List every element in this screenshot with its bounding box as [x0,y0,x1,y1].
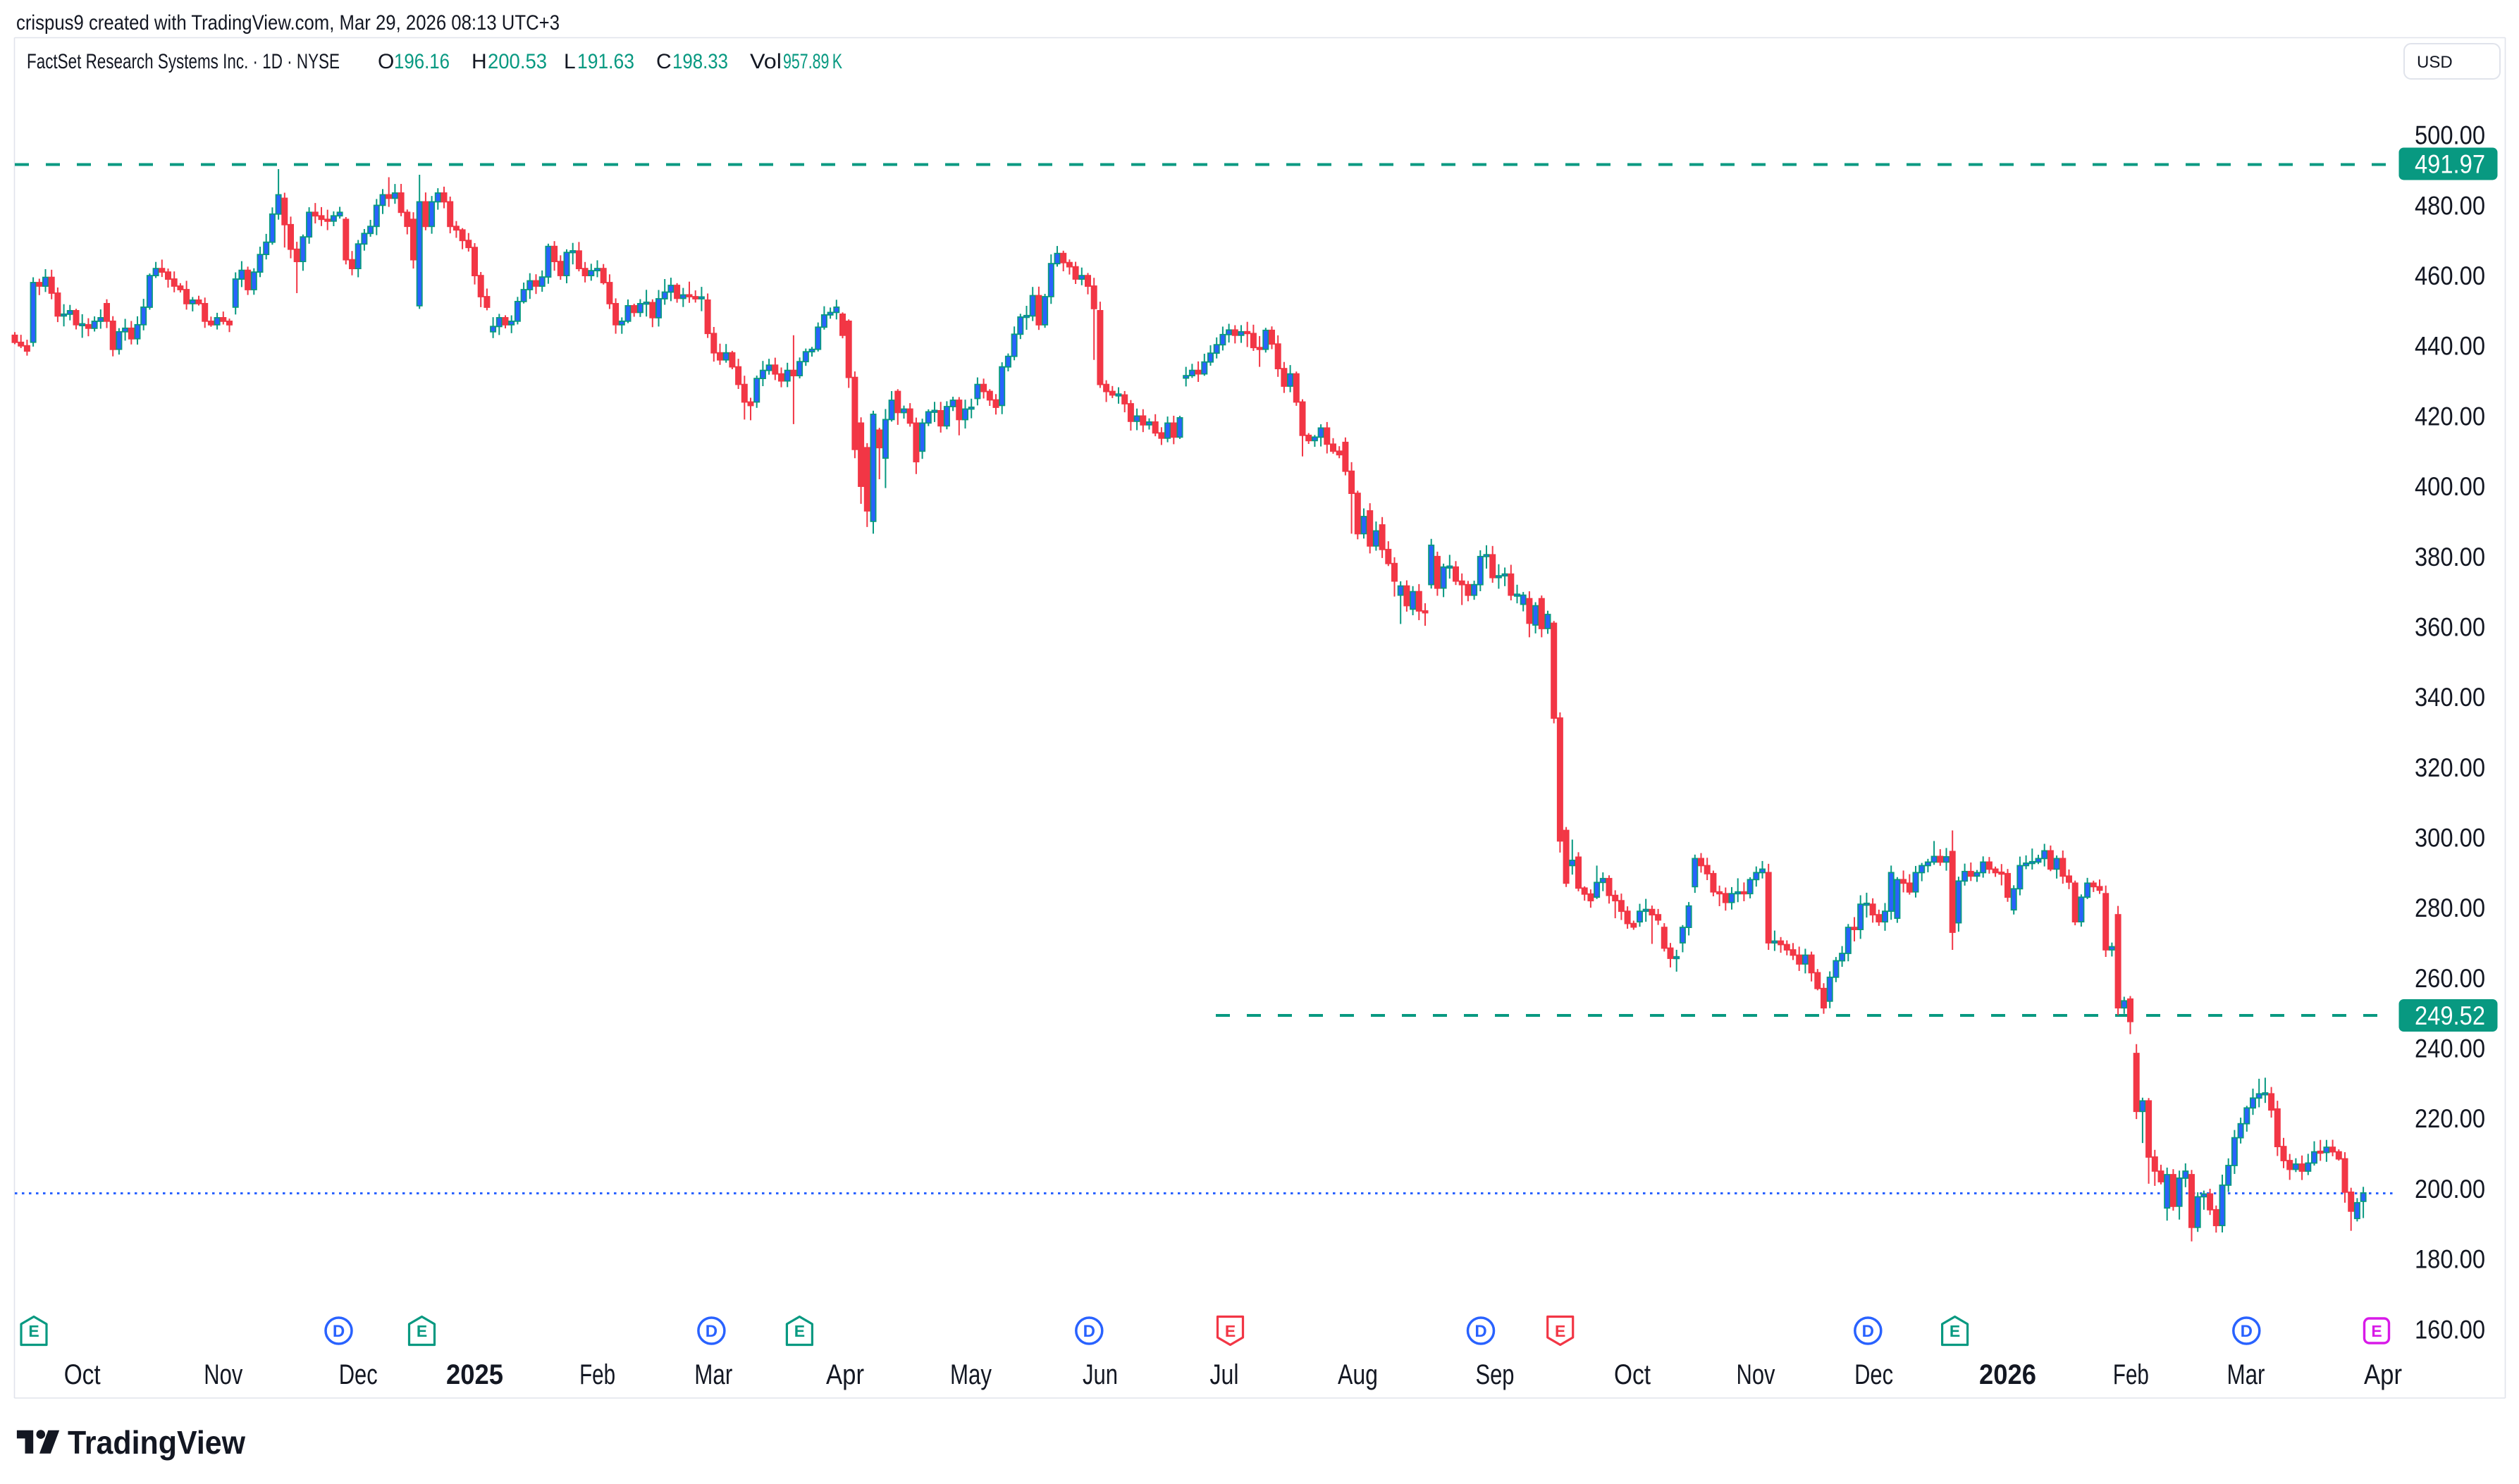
svg-text:E: E [1225,1322,1236,1340]
svg-text:Dec: Dec [339,1359,378,1390]
svg-text:440.00: 440.00 [2415,332,2485,361]
svg-text:E: E [2371,1322,2382,1340]
svg-text:Feb: Feb [2113,1359,2149,1390]
svg-text:D: D [333,1322,345,1341]
svg-text:491.97: 491.97 [2415,150,2485,179]
svg-text:240.00: 240.00 [2415,1034,2485,1063]
svg-text:300.00: 300.00 [2415,824,2485,853]
svg-text:D: D [706,1322,717,1341]
svg-text:TradingView: TradingView [68,1424,245,1461]
svg-text:D: D [1083,1322,1095,1341]
svg-text:Vol: Vol [750,50,782,73]
svg-text:Nov: Nov [204,1359,242,1390]
svg-text:Oct: Oct [64,1359,101,1390]
svg-text:E: E [794,1322,805,1340]
svg-text:crispus9 created with TradingV: crispus9 created with TradingView.com, M… [16,11,560,35]
svg-text:380.00: 380.00 [2415,543,2485,571]
svg-text:160.00: 160.00 [2415,1315,2485,1344]
svg-text:Feb: Feb [579,1359,615,1390]
svg-text:Sep: Sep [1476,1359,1515,1390]
svg-text:957.89 K: 957.89 K [783,50,842,73]
svg-text:200.53: 200.53 [488,50,547,73]
svg-text:E: E [28,1322,39,1340]
svg-text:220.00: 220.00 [2415,1104,2485,1133]
svg-text:340.00: 340.00 [2415,683,2485,712]
svg-text:E: E [417,1322,427,1340]
svg-text:D: D [1862,1322,1874,1341]
svg-text:260.00: 260.00 [2415,964,2485,993]
svg-text:200.00: 200.00 [2415,1175,2485,1204]
svg-text:Mar: Mar [694,1359,732,1390]
svg-text:Mar: Mar [2227,1359,2265,1390]
svg-text:360.00: 360.00 [2415,613,2485,642]
svg-text:D: D [1474,1322,1486,1341]
svg-text:400.00: 400.00 [2415,472,2485,501]
svg-text:249.52: 249.52 [2415,1001,2485,1030]
svg-text:FactSet Research Systems Inc.: FactSet Research Systems Inc. · 1D · NYS… [27,50,340,73]
svg-text:D: D [2241,1322,2253,1341]
svg-text:L: L [564,50,576,73]
svg-text:420.00: 420.00 [2415,402,2485,431]
svg-text:E: E [1555,1322,1565,1340]
svg-text:Nov: Nov [1737,1359,1775,1390]
svg-text:Jun: Jun [1083,1359,1118,1390]
svg-text:Apr: Apr [2364,1359,2402,1390]
svg-text:Jul: Jul [1210,1359,1239,1390]
svg-text:460.00: 460.00 [2415,261,2485,290]
svg-text:H: H [472,50,487,73]
svg-text:280.00: 280.00 [2415,894,2485,922]
svg-text:Aug: Aug [1338,1359,1378,1390]
svg-text:2025: 2025 [446,1359,503,1390]
svg-text:May: May [950,1359,992,1390]
svg-text:196.16: 196.16 [394,50,450,73]
svg-text:E: E [1950,1322,1960,1340]
svg-text:USD: USD [2417,53,2453,72]
svg-text:Dec: Dec [1854,1359,1893,1390]
svg-text:C: C [656,50,672,73]
svg-text:500.00: 500.00 [2415,121,2485,150]
svg-text:191.63: 191.63 [577,50,634,73]
svg-text:2026: 2026 [1979,1359,2036,1390]
svg-text:180.00: 180.00 [2415,1245,2485,1274]
svg-text:198.33: 198.33 [672,50,728,73]
svg-text:480.00: 480.00 [2415,191,2485,220]
svg-text:320.00: 320.00 [2415,753,2485,782]
svg-text:Apr: Apr [826,1359,864,1390]
svg-text:Oct: Oct [1614,1359,1651,1390]
svg-text:O: O [378,50,394,73]
